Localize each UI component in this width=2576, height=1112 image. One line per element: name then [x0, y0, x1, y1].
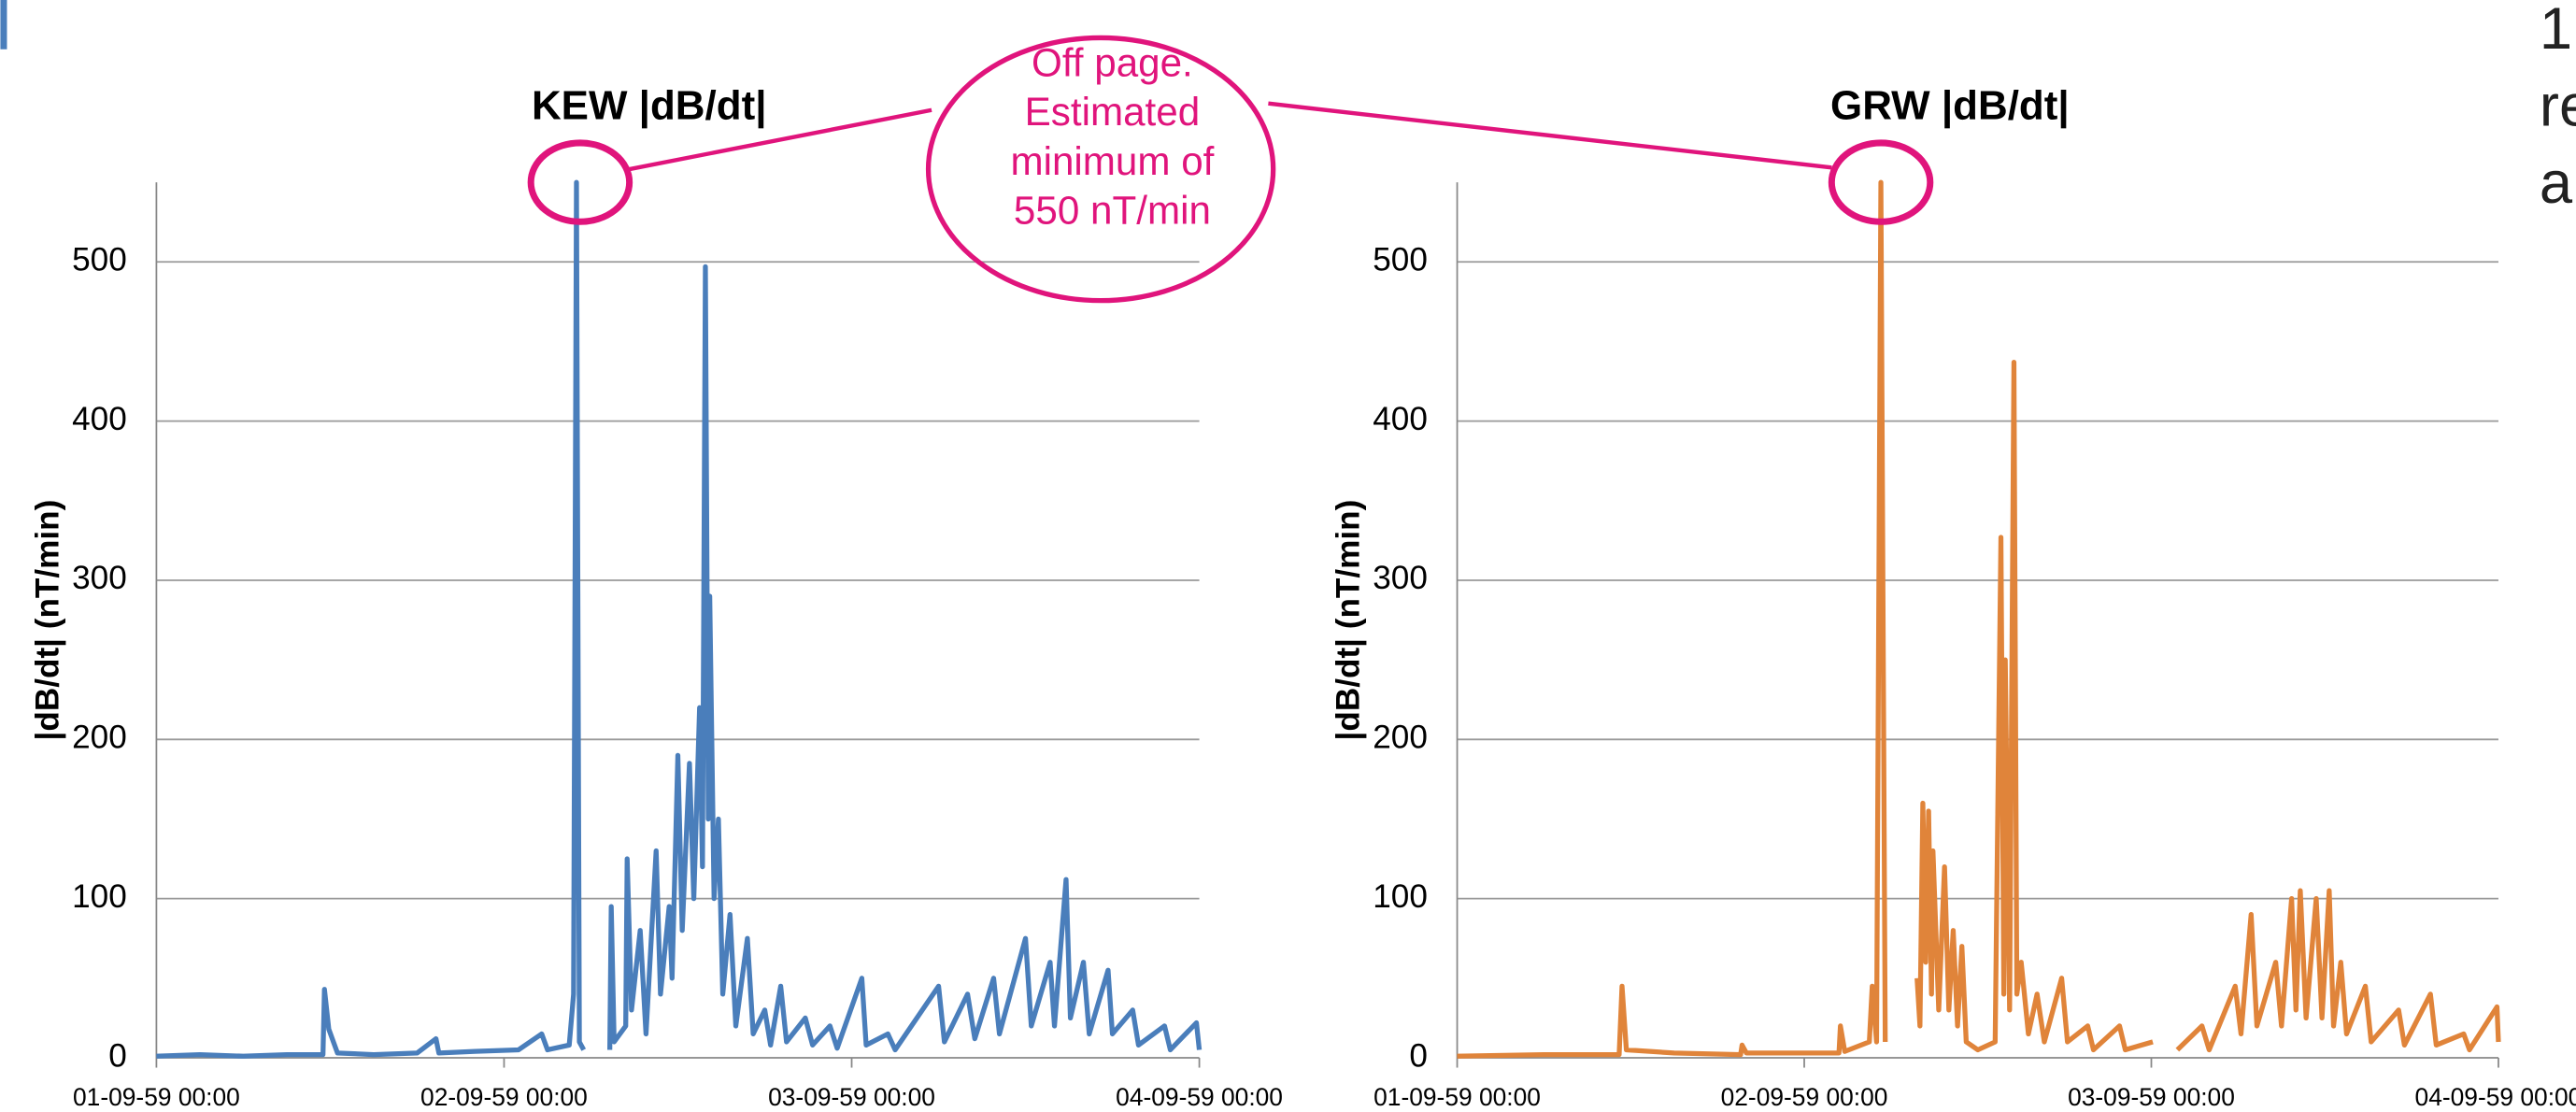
x-tick-label: 01-09-59 00:00: [73, 1083, 240, 1111]
chart-title: GRW |dB/dt|: [1830, 83, 2070, 130]
y-tick-label: 200: [72, 720, 127, 756]
x-tick-label: 03-09-59 00:00: [768, 1083, 935, 1111]
cropped-text: 1: [2540, 0, 2572, 62]
highlight-circle: [1828, 139, 1934, 225]
annotation-text: 550 nT/min: [1014, 189, 1211, 233]
callout-ellipse: [925, 35, 1276, 304]
chart-title: KEW |dB/dt|: [532, 83, 767, 130]
y-tick-label: 300: [1373, 560, 1428, 596]
y-tick-label: 400: [1373, 401, 1428, 437]
x-tick-label: 04-09-59 00:00: [1116, 1083, 1283, 1111]
annotation: [527, 35, 1934, 304]
x-tick-label: 04-09-59 00:00: [2415, 1083, 2576, 1111]
y-tick-label: 400: [72, 401, 127, 437]
edge-marker: [0, 0, 7, 50]
y-tick-label: 500: [72, 242, 127, 278]
callout-line: [629, 107, 932, 172]
highlight-circle: [527, 139, 633, 225]
cropped-text: a: [2540, 150, 2573, 216]
y-tick-label: 100: [72, 878, 127, 915]
x-tick-label: 03-09-59 00:00: [2068, 1083, 2235, 1111]
data-line: [156, 179, 1203, 1059]
x-tick-label: 01-09-59 00:00: [1373, 1083, 1541, 1111]
callout-line: [1268, 101, 1832, 170]
x-tick-label: 02-09-59 00:00: [1721, 1083, 1888, 1111]
y-tick-label: 500: [1373, 242, 1428, 278]
y-tick-label: 300: [72, 560, 127, 596]
y-axis-label: |dB/dt| (nT/min): [1331, 500, 1367, 741]
y-tick-label: 100: [1373, 878, 1428, 915]
annotation-text: Off page.: [1032, 40, 1193, 84]
data-line: [1457, 179, 2501, 1059]
y-tick-label: 0: [1409, 1037, 1428, 1074]
y-tick-label: 0: [108, 1037, 127, 1074]
cropped-text: re: [2540, 73, 2576, 138]
x-tick-label: 02-09-59 00:00: [420, 1083, 588, 1111]
y-tick-label: 200: [1373, 720, 1428, 756]
annotation-text: Estimated: [1025, 90, 1201, 134]
annotation-text: minimum of: [1010, 139, 1214, 183]
y-axis-label: |dB/dt| (nT/min): [29, 500, 65, 741]
